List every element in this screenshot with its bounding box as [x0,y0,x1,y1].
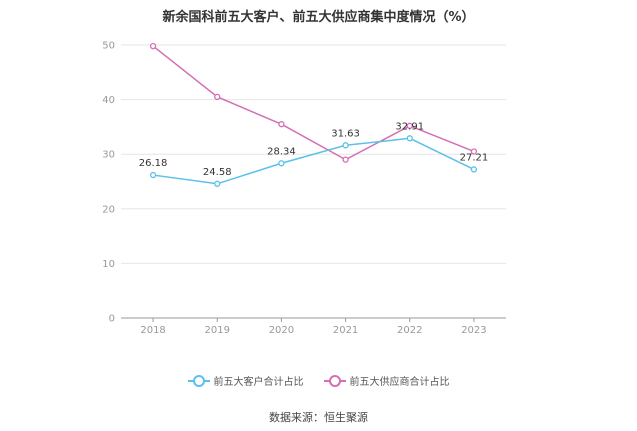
data-point [406,135,413,142]
data-label: 28.34 [267,146,296,157]
legend-suppliers-label: 前五大供应商合计占比 [349,377,450,388]
data-point [149,171,157,179]
legend: 前五大客户合计占比 前五大供应商合计占比 [0,373,637,388]
data-point [214,180,221,187]
y-tick-label: 10 [102,259,115,270]
x-tick-label: 2021 [333,325,358,336]
data-point [406,122,413,129]
data-point [470,166,478,173]
data-label: 27.21 [460,152,489,163]
x-tick-label: 2019 [205,325,230,336]
legend-customers-marker [187,374,210,387]
data-point [149,42,157,50]
y-tick-label: 30 [102,150,115,161]
line-chart: 0 10 20 30 40 50 2018 2019 2020 2021 2022 2023 26.18… [102,41,506,336]
data-label: 26.18 [139,158,168,169]
data-point [342,156,349,163]
y-tick-label: 0 [109,314,115,325]
x-tick-label: 2023 [461,325,486,336]
y-tick-label: 40 [102,95,115,106]
legend-item-suppliers[interactable]: 前五大供应商合计占比 [323,373,450,388]
chart-title: 新余国科前五大客户、前五大供应商集中度情况（%） [162,10,475,25]
data-point [214,93,221,101]
data-point [470,148,478,155]
legend-item-customers[interactable]: 前五大客户合计占比 [187,373,304,388]
series-line-1 [152,45,475,161]
x-tick-label: 2022 [397,325,422,336]
x-tick-label: 2020 [269,325,294,336]
x-tick-label: 2018 [140,325,165,336]
legend-customers-label: 前五大客户合计占比 [213,377,304,388]
data-source: 数据来源：恒生聚源 [269,411,368,424]
y-tick-label: 20 [102,204,115,215]
data-point [278,121,285,128]
legend-suppliers-marker [323,374,346,387]
y-tick-label: 50 [102,41,115,52]
data-label: 32.91 [395,121,424,132]
data-point [278,160,285,167]
series-line-0 [152,137,475,185]
data-label: 31.63 [331,128,360,139]
data-point [342,142,349,149]
data-label: 24.58 [203,167,232,178]
